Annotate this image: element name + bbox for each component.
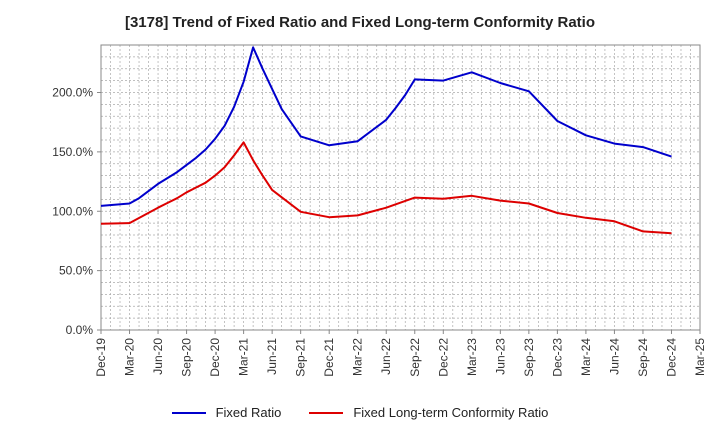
chart-title: [3178] Trend of Fixed Ratio and Fixed Lo…: [124, 14, 596, 31]
fixed-ratio-line: [100, 46, 672, 207]
x-tick-label: Sep-23: [522, 338, 536, 377]
legend: Fixed Ratio Fixed Long-term Conformity R…: [0, 405, 720, 420]
x-tick-label: Dec-21: [322, 338, 336, 377]
legend-label-fixed-ratio: Fixed Ratio: [215, 405, 282, 420]
x-tick-label: Dec-24: [664, 338, 678, 377]
y-tick-label: 0.0%: [66, 323, 94, 337]
legend-swatch-fixed-ratio: [171, 411, 206, 414]
tick-label-layer: 0.0% 50.0% 100.0% 150.0% 200.0% Dec-19 Mar-20 J…: [52, 86, 707, 377]
x-tick-label: Mar-24: [579, 338, 593, 376]
grid-layer: [100, 44, 701, 331]
legend-item-fixed-long-term-conformity-ratio: Fixed Long-term Conformity Ratio: [309, 405, 548, 420]
x-tick-label: Sep-22: [408, 338, 422, 377]
x-tick-label: Jun-20: [151, 338, 165, 375]
x-tick-label: Dec-20: [208, 338, 222, 377]
fixed-long-term-conformity-ratio-line: [100, 141, 672, 235]
x-tick-label: Jun-22: [379, 338, 393, 375]
y-tick-label: 100.0%: [52, 204, 93, 218]
series-layer: [100, 46, 672, 235]
x-tick-label: Sep-20: [180, 338, 194, 377]
x-tick-label: Mar-20: [123, 338, 137, 376]
plot-frame: [100, 44, 701, 331]
x-tick-label: Sep-21: [294, 338, 308, 377]
x-tick-label: Dec-22: [436, 338, 450, 377]
y-tick-label: 50.0%: [59, 264, 93, 278]
x-tick-label: Mar-22: [351, 338, 365, 376]
x-tick-label: Sep-24: [636, 338, 650, 377]
x-tick-label: Dec-19: [94, 338, 108, 377]
x-tick-label: Mar-25: [693, 338, 707, 376]
x-tick-label: Jun-21: [265, 338, 279, 375]
x-tick-label: Mar-23: [465, 338, 479, 376]
x-tick-label: Jun-24: [607, 338, 621, 375]
y-tick-label: 150.0%: [52, 145, 93, 159]
legend-swatch-fixed-long-term-conformity-ratio: [309, 411, 344, 414]
x-tick-label: Jun-23: [493, 338, 507, 375]
x-tick-label: Dec-23: [550, 338, 564, 377]
axis-layer: [97, 44, 701, 334]
legend-label-fixed-long-term-conformity-ratio: Fixed Long-term Conformity Ratio: [353, 405, 549, 420]
y-tick-label: 200.0%: [52, 86, 93, 100]
x-tick-label: Mar-21: [237, 338, 251, 376]
legend-item-fixed-ratio: Fixed Ratio: [171, 405, 282, 420]
